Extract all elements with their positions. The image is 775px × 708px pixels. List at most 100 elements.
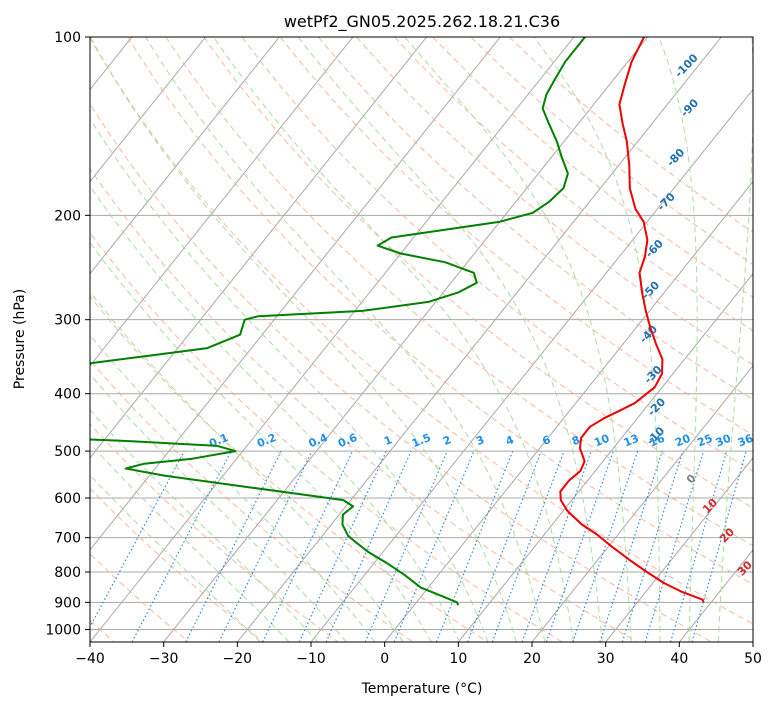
isotherm-line	[90, 37, 280, 275]
moist-adiabat-line	[717, 37, 753, 642]
mixing-ratio-line	[298, 450, 387, 642]
mixing-ratio-line	[644, 450, 705, 642]
plot-frame	[89, 36, 754, 643]
isotherm-line	[531, 364, 753, 642]
dewpoint-profile	[90, 37, 586, 606]
mixing-ratio-labels: 0.1 0.2 0.4 0.6 1 1.5 2 3 4 6 8 10 13 16 20 25 30 36	[207, 431, 755, 451]
y-axis-ticks: 100 200 300 400 500 600 700 800 900 1000	[45, 30, 90, 638]
x-tick-label: −20	[223, 651, 253, 667]
dry-adiabat-line	[90, 423, 339, 642]
moist-adiabat-line	[90, 373, 347, 642]
dry-adiabat-lines	[90, 37, 753, 642]
sounding-profiles	[90, 37, 705, 606]
mixing-ratio-line	[393, 450, 475, 642]
dry-adiabat-line	[203, 37, 753, 509]
moist-adiabat-line	[404, 37, 632, 642]
mixing-ratio-label: 25	[695, 432, 714, 450]
dry-adiabat-line	[90, 37, 753, 625]
mixing-ratio-line	[218, 450, 313, 642]
dry-adiabat-line	[165, 37, 753, 547]
x-tick-label: 30	[597, 651, 615, 667]
isotherm-lines	[90, 37, 753, 642]
mixing-ratio-line	[521, 450, 592, 642]
mixing-ratio-label: 13	[622, 432, 641, 450]
isotherm-line	[90, 37, 354, 367]
dry-adiabat-line	[90, 103, 712, 642]
dry-adiabat-line	[127, 37, 753, 585]
plot-area: -100-90-80-70-60-50-40-30-20-10010203040…	[90, 37, 755, 642]
moist-adiabat-line	[90, 291, 404, 642]
y-tick-label: 100	[54, 30, 81, 46]
isotherm-line	[457, 272, 753, 642]
mixing-ratio-label: 10	[592, 432, 611, 450]
isotherm-line	[90, 37, 501, 551]
moist-adiabat-line	[90, 442, 290, 642]
moist-adiabat-line	[533, 37, 661, 642]
isotherm-line	[90, 37, 207, 183]
x-tick-label: 10	[449, 651, 467, 667]
chart-title: wetPf2_GN05.2025.262.18.21.C36	[284, 12, 560, 32]
dry-adiabat-line	[279, 37, 753, 436]
mixing-ratio-line	[545, 450, 614, 642]
dry-adiabat-line	[241, 37, 753, 472]
y-axis-title: Pressure (hPa)	[12, 289, 28, 389]
y-tick-label: 700	[54, 531, 81, 547]
x-tick-label: 40	[670, 651, 688, 667]
y-tick-label: 200	[54, 208, 81, 224]
isotherm-line	[163, 37, 649, 642]
x-tick-label: −30	[149, 651, 179, 667]
isotherm-line	[605, 457, 753, 642]
temperature-profile	[559, 37, 705, 603]
moist-adiabat-line	[658, 37, 698, 642]
x-tick-label: −40	[75, 651, 105, 667]
isotherm-line	[90, 37, 428, 459]
dry-adiabat-line	[90, 167, 638, 642]
mixing-ratio-lines	[90, 450, 747, 642]
x-tick-label: 50	[744, 651, 762, 667]
y-tick-label: 600	[54, 491, 81, 507]
y-tick-label: 1000	[45, 622, 81, 638]
mixing-ratio-line	[262, 450, 354, 642]
isotherm-line	[384, 180, 753, 642]
mixing-ratio-label: 16	[648, 432, 667, 450]
mixing-ratio-line	[572, 450, 639, 642]
mixing-ratio-label: 30	[714, 432, 733, 450]
x-axis-ticks: −40 −30 −20 −10 0 10 20 30 40 50	[75, 642, 762, 667]
mixing-ratio-line	[691, 450, 747, 642]
isotherm-line	[90, 37, 575, 642]
moist-adiabat-line	[90, 474, 261, 642]
moist-adiabat-line	[90, 241, 432, 642]
dry-adiabat-line	[356, 37, 753, 366]
mixing-ratio-line	[621, 450, 684, 642]
x-axis-title: Temperature (°C)	[361, 681, 483, 697]
y-tick-label: 900	[54, 595, 81, 611]
mixing-ratio-label: 20	[673, 432, 692, 450]
y-tick-label: 500	[54, 444, 81, 460]
dry-adiabat-line	[90, 487, 264, 642]
moist-adiabat-line	[90, 117, 489, 642]
dry-adiabat-line	[90, 231, 563, 642]
moist-adiabat-line	[145, 37, 546, 642]
mixing-ratio-label: 36	[736, 432, 755, 450]
moist-adiabat-lines	[90, 37, 753, 642]
mixing-ratio-line	[670, 450, 728, 642]
dry-adiabat-line	[508, 37, 753, 233]
x-tick-label: 20	[523, 651, 541, 667]
y-tick-label: 300	[54, 313, 81, 329]
x-tick-label: 0	[380, 651, 389, 667]
mixing-ratio-label: 8	[570, 433, 582, 448]
moist-adiabat-line	[90, 37, 517, 642]
mixing-ratio-line	[325, 450, 412, 642]
moist-adiabat-line	[90, 334, 376, 642]
mixing-ratio-line	[364, 450, 448, 642]
y-tick-label: 400	[54, 387, 81, 403]
isotherm-line	[236, 37, 722, 642]
mixing-ratio-line	[90, 450, 185, 628]
x-tick-label: −10	[296, 651, 326, 667]
mixing-ratio-label: 3	[474, 433, 486, 448]
mixing-ratio-label: 2	[441, 433, 453, 448]
mixing-ratio-line	[599, 450, 663, 642]
y-tick-label: 800	[54, 565, 81, 581]
